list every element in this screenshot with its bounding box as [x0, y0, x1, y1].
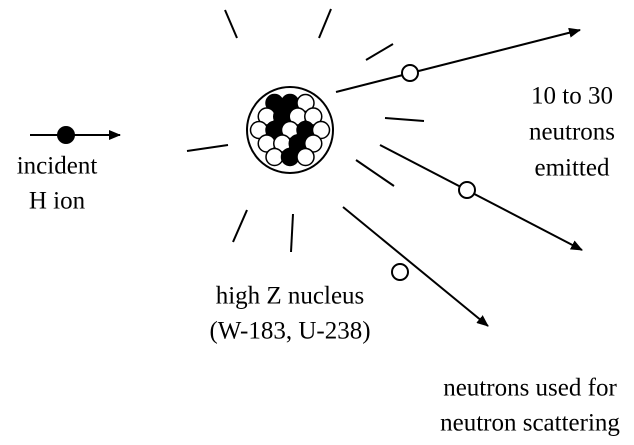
incident-label: incident — [17, 153, 98, 180]
h-ion — [57, 126, 75, 144]
burst-line — [290, 213, 294, 253]
burst-line — [186, 144, 229, 152]
scattering-label: neutrons used for — [443, 375, 617, 402]
emitted-label: emitted — [535, 155, 610, 182]
neutron-arrow — [379, 144, 583, 251]
burst-line — [365, 43, 394, 61]
emitted-label: 10 to 30 — [531, 83, 613, 110]
neutron — [391, 263, 409, 281]
scattering-label: neutron scattering — [440, 410, 620, 437]
neutron-arrow — [335, 27, 581, 93]
nucleus — [246, 86, 334, 174]
burst-line — [318, 8, 332, 39]
neutron — [401, 64, 419, 82]
burst-line — [224, 9, 238, 39]
incident-label: H ion — [29, 188, 86, 215]
nucleus-label: high Z nucleus — [216, 283, 365, 310]
burst-line — [355, 159, 395, 187]
burst-lines — [186, 8, 425, 253]
emitted-label: neutrons — [529, 119, 615, 146]
nucleon — [296, 147, 315, 167]
neutron-arrow — [342, 206, 489, 327]
proton — [280, 147, 300, 167]
burst-line — [232, 209, 248, 243]
neutron — [458, 181, 476, 199]
nucleon — [265, 147, 284, 167]
nucleus-label: (W-183, U-238) — [209, 318, 370, 345]
burst-line — [384, 117, 425, 122]
